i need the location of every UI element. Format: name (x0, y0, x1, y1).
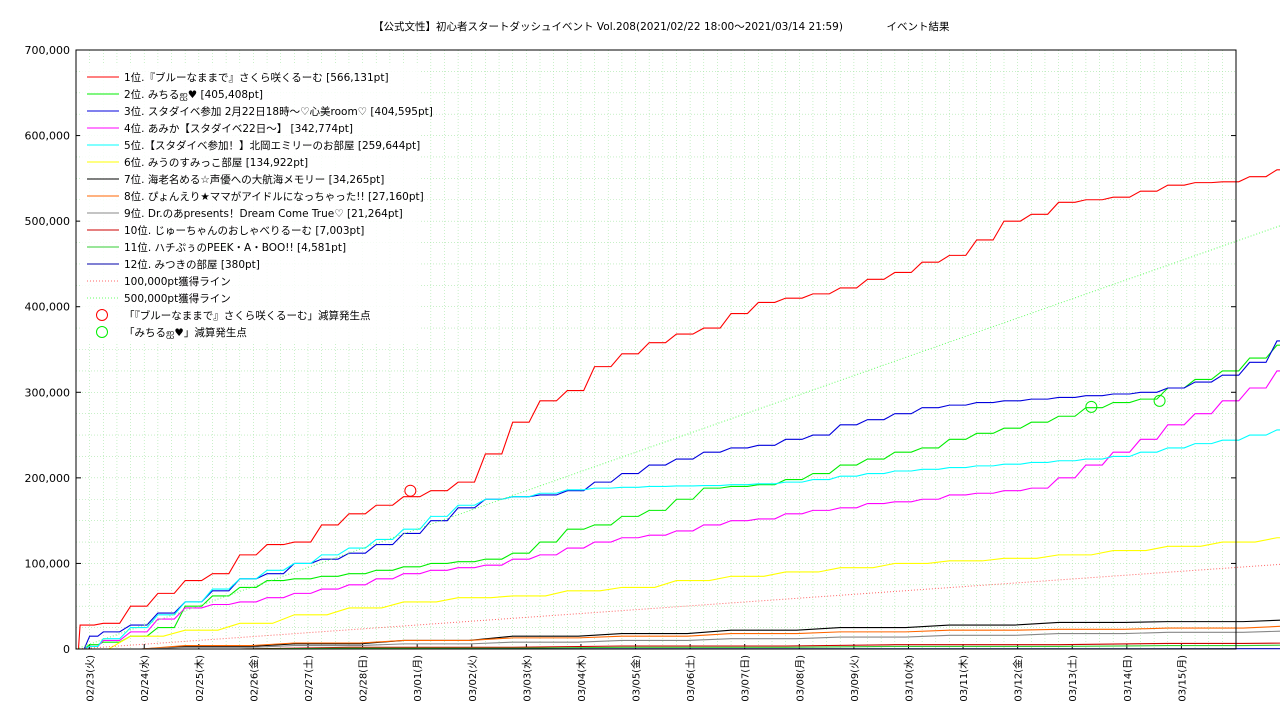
x-tick-label: 03/05(金) (630, 655, 643, 702)
y-axis: 0 100,000 200,000 300,000 400,000 500,000 600,… (25, 44, 1236, 656)
series-line-1 (76, 169, 1280, 650)
series-line-9 (76, 630, 1280, 650)
y-tick-label: 500,000 (25, 215, 71, 228)
x-tick-label: 03/07(日) (741, 655, 752, 702)
marker-points (404, 394, 1166, 497)
x-tick-label: 02/24(水) (139, 655, 151, 702)
legend-label: 8位. ぴょんえり★ママがアイドルになっちゃった!! [27,160pt] (124, 190, 424, 203)
legend-label: 12位. みつきの部屋 [380pt] (124, 258, 260, 271)
legend-label: 7位. 海老名める☆声優への大航海メモリー [34,265pt] (124, 173, 384, 186)
legend-label: 1位.『ブルーなままで』さくら咲くるーむ [566,131pt] (124, 71, 389, 84)
x-tick-label: 03/12(金) (1012, 655, 1025, 702)
chart-title: 【公式文性】初心者スタートダッシュイベント Vol.208(2021/02/22… (373, 20, 843, 33)
marker-point-2 (1153, 394, 1166, 407)
x-tick-label: 03/14(日) (1123, 655, 1134, 702)
legend-label: 4位. あみか【スタダイベ22日〜】 [342,774pt] (124, 122, 353, 135)
legend-label: 11位. ハチぷぅのPEEK・A・BOO!! [4,581pt] (124, 241, 346, 254)
x-tick-label: 02/25(木) (194, 655, 206, 702)
x-tick-label: 02/27(土) (302, 655, 315, 702)
legend: 1位.『ブルーなままで』さくら咲くるーむ [566,131pt] 2位. みちるஐ… (80, 65, 433, 343)
legend-label: 3位. スタダイベ参加 2月22日18時〜♡心美room♡ [404,595pt… (124, 105, 433, 118)
y-tick-label: 600,000 (25, 130, 71, 143)
x-tick-label: 03/03(水) (521, 655, 533, 702)
x-tick-label: 03/13(土) (1066, 655, 1079, 702)
legend-label: 100,000pt獲得ライン (124, 275, 231, 288)
y-tick-label: 300,000 (25, 386, 71, 399)
y-tick-label: 0 (63, 643, 70, 656)
x-tick-label: 03/02(火) (467, 655, 479, 702)
x-tick-label: 03/04(木) (576, 655, 588, 702)
series-line-10 (76, 642, 1280, 650)
series-line-3 (76, 340, 1280, 650)
x-tick-label: 03/08(月) (794, 655, 806, 702)
y-tick-label: 400,000 (25, 301, 71, 314)
marker-point-1 (404, 484, 417, 497)
legend-background (80, 65, 420, 343)
x-tick-label: 03/09(火) (849, 655, 861, 702)
legend-label: 6位. みうのすみっこ部屋 [134,922pt] (124, 156, 308, 169)
legend-label: 「みちるஐ♥」減算発生点 (124, 326, 247, 339)
y-tick-label: 700,000 (25, 44, 71, 57)
legend-label: 10位. じゅーちゃんのおしゃべりるーむ [7,003pt] (124, 224, 364, 237)
x-tick-label: 02/23(火) (85, 655, 97, 702)
y-tick-label: 100,000 (25, 557, 71, 570)
x-tick-label: 02/28(日) (359, 655, 370, 702)
series-line-14 (75, 225, 1280, 650)
x-tick-label: 03/15(月) (1176, 655, 1188, 702)
chart-subtitle: イベント結果 (887, 20, 950, 33)
series-line-5 (76, 429, 1280, 650)
legend-marker (96, 326, 108, 338)
y-tick-label: 200,000 (25, 472, 71, 485)
plot-frame (75, 49, 1237, 650)
legend-label: 「『ブルーなままで』さくら咲くるーむ」減算発生点 (124, 309, 371, 322)
series-line-6 (76, 537, 1280, 650)
x-tick-label: 03/10(水) (903, 655, 915, 702)
legend-marker (96, 309, 108, 321)
x-axis: 02/23(火) 02/24(水) 02/25(木) 02/26(金) 02/27(土)… (85, 644, 1188, 702)
series-line-4 (76, 370, 1280, 650)
legend-label: 5位.【スタダイベ参加！】北岡エミリーのお部屋 [259,644pt] (124, 139, 420, 152)
legend-label: 500,000pt獲得ライン (124, 292, 231, 305)
x-tick-label: 02/26(金) (247, 655, 260, 702)
series-line-8 (76, 625, 1280, 650)
x-tick-label: 03/11(木) (958, 655, 970, 702)
legend-label: 9位. Dr.のあpresents！Dream Come True♡ [21,2… (124, 207, 403, 220)
x-tick-label: 03/01(月) (412, 655, 424, 702)
series-line-11 (76, 644, 1280, 650)
marker-point-2 (1085, 400, 1098, 413)
series-line-7 (76, 619, 1280, 650)
x-tick-label: 03/06(土) (684, 655, 697, 702)
legend-label: 2位. みちるஐ♥ [405,408pt] (124, 88, 263, 101)
